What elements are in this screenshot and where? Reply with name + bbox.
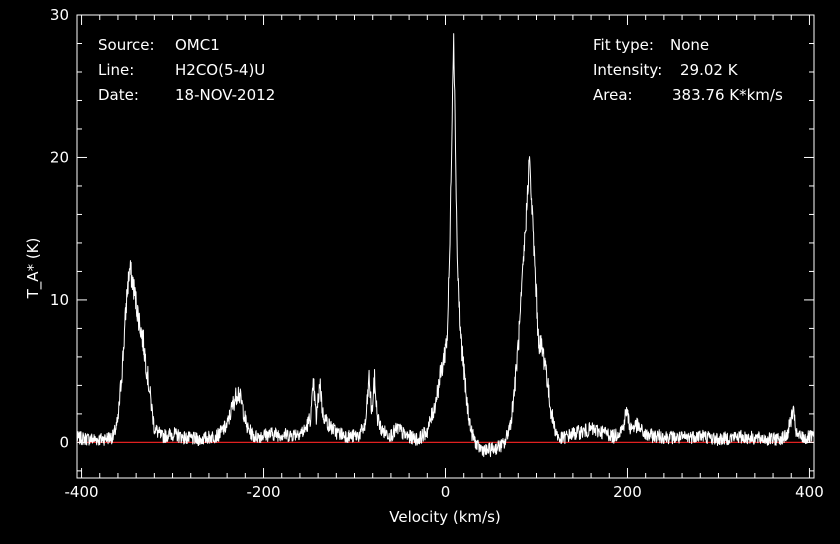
x-tick-label: -200 bbox=[247, 483, 281, 501]
source-label: Source: bbox=[98, 36, 155, 54]
intensity-label: Intensity: bbox=[593, 61, 662, 79]
y-tick-label: 30 bbox=[50, 6, 69, 24]
fit-type-value: None bbox=[670, 36, 709, 54]
source-value: OMC1 bbox=[175, 36, 220, 54]
y-tick-label: 10 bbox=[50, 291, 69, 309]
x-tick-label: 400 bbox=[795, 483, 824, 501]
date-label: Date: bbox=[98, 86, 139, 104]
line-value: H2CO(5-4)U bbox=[175, 61, 265, 79]
x-tick-label: 0 bbox=[441, 483, 451, 501]
info-right-panel: Fit type: None Intensity: 29.02 K Area: … bbox=[593, 36, 783, 104]
x-tick-label: -400 bbox=[65, 483, 99, 501]
x-axis-label: Velocity (km/s) bbox=[389, 508, 500, 526]
y-axis-label: T_A* (K) bbox=[24, 238, 43, 300]
date-value: 18-NOV-2012 bbox=[175, 86, 275, 104]
data-layer bbox=[76, 33, 815, 458]
info-left-panel: Source: OMC1 Line: H2CO(5-4)U Date: 18-N… bbox=[98, 36, 275, 104]
area-value: 383.76 K*km/s bbox=[672, 86, 783, 104]
x-tick-label: 200 bbox=[613, 483, 642, 501]
line-label: Line: bbox=[98, 61, 134, 79]
intensity-value: 29.02 K bbox=[680, 61, 739, 79]
axis-ticks: -400 -200 0 200 400 0 10 20 30 bbox=[50, 6, 824, 501]
spectrum-series-line bbox=[76, 33, 815, 458]
fit-type-label: Fit type: bbox=[593, 36, 654, 54]
area-label: Area: bbox=[593, 86, 633, 104]
y-tick-label: 0 bbox=[59, 433, 69, 451]
y-tick-label: 20 bbox=[50, 148, 69, 166]
